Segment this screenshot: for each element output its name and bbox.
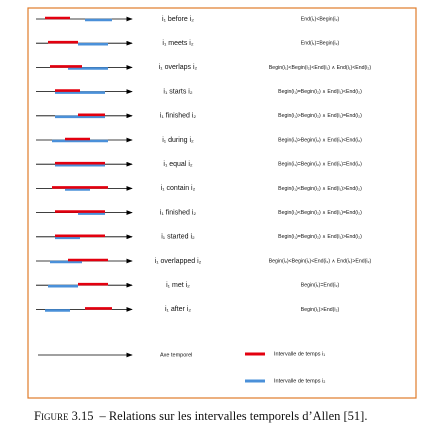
- relation-label: i₁ met i₂: [166, 282, 190, 289]
- relation-label: i₁ before i₂: [162, 16, 194, 23]
- relation-label: i₁ started i₂: [161, 234, 195, 241]
- relation-condition: Begin(i₁)>End(i₂): [301, 307, 340, 313]
- relation-condition: Begin(i₁)<Begin(i₂) ∧ End(i₁)>End(i₂): [278, 186, 362, 192]
- relation-condition: Begin(i₁)=End(i₂): [301, 283, 340, 289]
- caption-text: – Relations sur les intervalles temporel…: [98, 409, 367, 423]
- legend-interval-2: Intervalle de temps i₂: [274, 378, 325, 384]
- relation-condition: Begin(i₁)=Begin(i₂) ∧ End(i₁)=End(i₂): [278, 162, 362, 168]
- caption: Figure 3.15 – Relations sur les intervall…: [34, 409, 367, 423]
- relation-label: i₁ contain i₂: [161, 185, 196, 192]
- relation-condition: Begin(i₁)<Begin(i₂)<End(i₁) ∧ End(i₁)<En…: [269, 65, 372, 71]
- caption-label: Figure 3.15: [34, 409, 93, 423]
- relation-label: i₁ during i₂: [162, 137, 194, 144]
- relation-condition: End(i₁)=Begin(i₂): [301, 41, 340, 47]
- legend-interval-1: Intervalle de temps i₁: [274, 351, 325, 357]
- legend-axis: Axe temporel: [160, 352, 192, 358]
- figure-frame: [27, 7, 417, 399]
- relation-condition: Begin(i₁)>Begin(i₂) ∧ End(i₁)<End(i₂): [278, 137, 362, 143]
- relation-label: i₁ after i₂: [165, 306, 191, 313]
- relation-condition: Begin(i₁)=Begin(i₂) ∧ End(i₁)<End(i₂): [278, 89, 362, 95]
- relation-condition: Begin(i₁)>Begin(i₂) ∧ End(i₁)=End(i₂): [278, 113, 362, 119]
- relation-condition: Begin(i₁)=Begin(i₂) ∧ End(i₁)>End(i₂): [278, 234, 362, 240]
- relation-condition: Begin(i₂)<Begin(i₁)<End(i₂) ∧ End(i₁)>En…: [269, 258, 372, 264]
- relation-condition: End(i₁)<Begin(i₂): [301, 16, 340, 22]
- relation-rows: i₁ before i₂ End(i₁)<Begin(i₂) i₁ meets i₂…: [36, 16, 372, 313]
- relation-condition: Begin(i₁)<Begin(i₂) ∧ End(i₁)=End(i₂): [278, 210, 362, 216]
- relation-label: i₁ finished i₂: [160, 209, 196, 216]
- relation-label: i₁ meets i₂: [162, 40, 193, 47]
- relation-label: i₁ starts i₂: [163, 88, 192, 95]
- relation-label: i₁ overlaps i₂: [159, 64, 198, 71]
- relation-label: i₁ equal i₂: [163, 161, 192, 168]
- relation-label: i₁ overlapped i₂: [155, 258, 202, 265]
- relation-label: i₁ finished i₂: [160, 113, 196, 120]
